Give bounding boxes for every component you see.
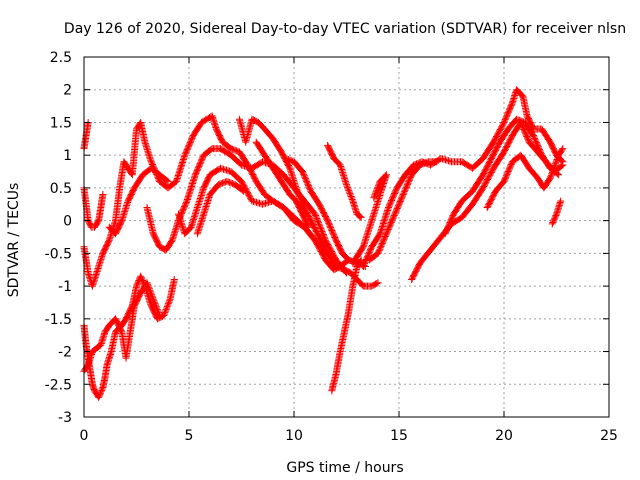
tick-labels: -3 -2.5 -2 -1.5 -1 -0.5 0 0.5 1 1.5 2 2.5 0 5 10 15 20 25 bbox=[45, 50, 618, 444]
y-tick-label: 2.5 bbox=[50, 50, 72, 66]
series-track-j bbox=[282, 155, 353, 264]
y-tick-label: -1 bbox=[58, 279, 72, 295]
series-marks bbox=[80, 112, 369, 290]
series-track-k bbox=[324, 141, 365, 221]
y-tick-label: -3 bbox=[58, 410, 72, 426]
y-tick-label: -2 bbox=[58, 345, 72, 361]
series-marks bbox=[193, 177, 248, 238]
series-track-d bbox=[105, 164, 172, 238]
series-track-l bbox=[328, 256, 365, 395]
series-marks bbox=[366, 158, 441, 264]
y-axis-title: SDTVAR / TECUs bbox=[6, 183, 22, 298]
series-track-u bbox=[80, 279, 164, 375]
series-track-s bbox=[548, 197, 565, 228]
series-marks bbox=[282, 155, 353, 264]
series-marks bbox=[441, 115, 563, 238]
data-marks bbox=[80, 86, 567, 401]
series-marks bbox=[80, 279, 164, 375]
y-tick-label: 2 bbox=[63, 83, 72, 99]
series-marks bbox=[252, 138, 313, 231]
y-tick-label: 1.5 bbox=[50, 115, 72, 131]
series-track-a bbox=[80, 119, 92, 153]
series-track-o bbox=[366, 158, 441, 264]
y-tick-label: -0.5 bbox=[45, 246, 72, 262]
y-tick-label: 0 bbox=[63, 214, 72, 230]
series-marks bbox=[80, 119, 92, 153]
chart-title: Day 126 of 2020, Sidereal Day-to-day VTE… bbox=[64, 21, 626, 37]
grid-layer bbox=[84, 57, 609, 417]
series-track-g bbox=[193, 177, 248, 238]
series-marks bbox=[349, 171, 390, 267]
x-tick-label: 25 bbox=[600, 428, 618, 444]
x-tick-label: 0 bbox=[80, 428, 89, 444]
series-track-r bbox=[483, 145, 567, 211]
series-track-q bbox=[441, 115, 563, 238]
axis-ticks bbox=[83, 56, 610, 418]
y-tick-label: -2.5 bbox=[45, 377, 72, 393]
y-tick-label: 0.5 bbox=[50, 181, 72, 197]
series-marks bbox=[548, 197, 565, 228]
series-track-c bbox=[80, 112, 369, 290]
x-axis-title: GPS time / hours bbox=[286, 460, 403, 476]
series-marks bbox=[483, 145, 567, 211]
x-tick-label: 15 bbox=[390, 428, 408, 444]
x-tick-label: 5 bbox=[185, 428, 194, 444]
y-tick-label: -1.5 bbox=[45, 312, 72, 328]
series-track-i bbox=[252, 138, 313, 231]
series-marks bbox=[328, 256, 365, 395]
series-marks bbox=[324, 141, 365, 221]
series-marks bbox=[105, 164, 172, 238]
y-tick-label: 1 bbox=[63, 148, 72, 164]
x-tick-label: 10 bbox=[285, 428, 303, 444]
plot-frame bbox=[83, 56, 610, 418]
series-track-f bbox=[175, 164, 329, 257]
x-tick-label: 20 bbox=[495, 428, 513, 444]
series-marks bbox=[175, 164, 329, 257]
series-track-m bbox=[349, 171, 390, 267]
